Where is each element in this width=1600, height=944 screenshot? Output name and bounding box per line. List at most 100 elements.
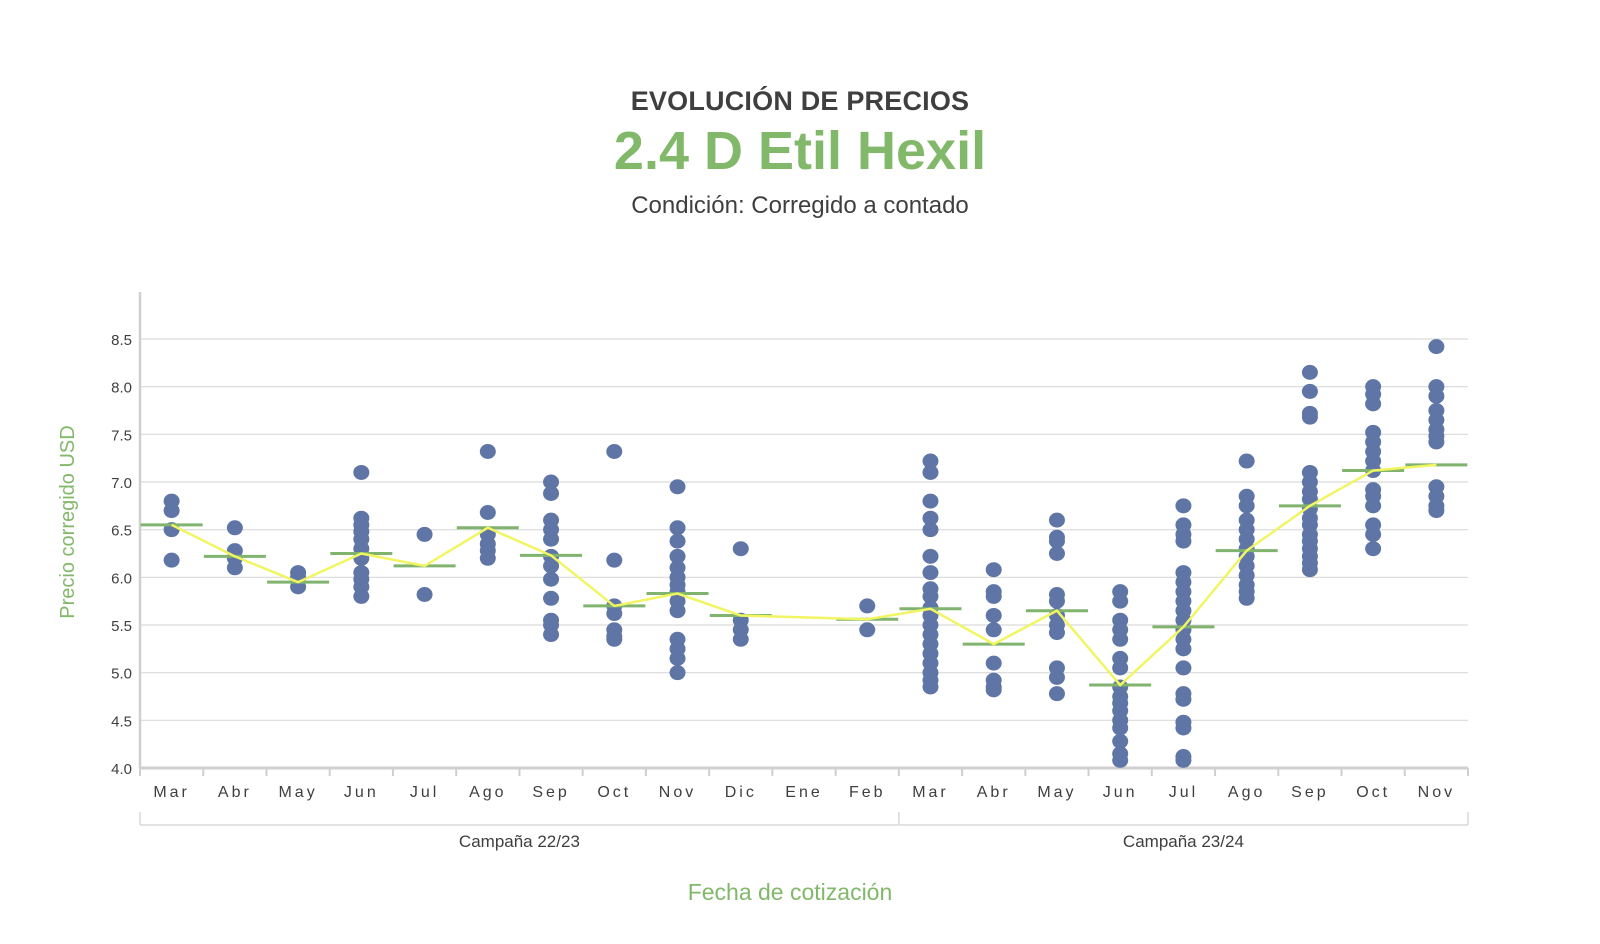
price-point [1238,453,1255,469]
y-tick-label: 6.0 [111,570,132,587]
price-point [353,588,370,604]
price-point [543,558,560,574]
x-tick-label: Oct [597,784,631,801]
price-point [1428,434,1445,450]
group-label: Campaña 23/24 [1123,832,1244,851]
price-point [1238,590,1255,606]
price-point [1112,631,1129,647]
price-point [1301,562,1318,578]
price-point [1365,498,1382,514]
group-label: Campaña 22/23 [459,832,580,851]
x-tick-label: Nov [1418,784,1455,801]
price-point [1112,593,1129,609]
price-point [1175,533,1192,549]
price-point [1112,752,1129,768]
price-point [543,571,560,587]
price-point [1428,339,1445,355]
x-tick-label: Sep [1291,784,1328,801]
price-point [543,627,560,643]
y-tick-label: 6.5 [111,523,132,540]
x-tick-label: Jul [1169,784,1198,801]
price-point [479,550,496,566]
price-point [922,453,939,469]
price-point [922,464,939,480]
x-tick-label: Abr [218,784,252,801]
price-point [922,510,939,526]
price-point [985,588,1002,604]
price-point [353,464,370,480]
price-point [543,590,560,606]
price-point [1175,498,1192,514]
y-axis-title: Precio corregido USD [57,425,79,618]
price-point [1175,720,1192,736]
price-point [543,474,560,490]
y-tick-label: 4.5 [111,713,132,730]
y-tick-label: 5.5 [111,618,132,635]
price-point [985,682,1002,698]
chart-supertitle: EVOLUCIÓN DE PRECIOS [630,86,970,116]
price-point [1301,409,1318,425]
price-point [1048,686,1065,702]
price-point [732,541,749,557]
price-point [922,565,939,581]
price-point [859,598,876,614]
x-tick-label: Ago [469,784,506,801]
price-point [606,443,623,459]
x-tick-label: Ene [785,784,822,801]
x-tick-label: Nov [659,784,696,801]
x-tick-label: Jul [410,784,439,801]
price-point [922,548,939,564]
price-point [1112,660,1129,676]
y-tick-label: 5.0 [111,666,132,683]
price-point [985,607,1002,623]
price-point [416,586,433,602]
price-point [732,631,749,647]
y-tick-label: 7.5 [111,427,132,444]
price-point [1048,669,1065,685]
y-tick-label: 7.0 [111,475,132,492]
chart-title: 2.4 D Etil Hexil [613,121,987,181]
price-point [1175,752,1192,768]
price-point [669,479,686,495]
price-point [1365,396,1382,412]
trend-line [171,463,1437,687]
price-point [479,443,496,459]
price-point [922,679,939,695]
price-point [226,560,243,576]
price-point [1301,383,1318,399]
x-axis-title: Fecha de cotización [688,879,893,905]
price-point [1048,533,1065,549]
price-point [1048,512,1065,528]
price-point [1365,541,1382,557]
x-tick-label: Abr [977,784,1011,801]
price-point [1048,593,1065,609]
price-point [606,606,623,622]
x-tick-label: Feb [849,784,886,801]
price-point [1112,733,1129,749]
price-point [669,665,686,681]
x-tick-label: Ago [1228,784,1265,801]
x-tick-label: Dic [725,784,757,801]
price-point [1048,546,1065,561]
price-point [1175,691,1192,707]
chart-subtitle: Condición: Corregido a contado [631,192,969,219]
price-point [606,552,623,568]
price-point [922,522,939,538]
price-point [985,655,1002,671]
price-point [859,622,876,638]
price-point [1238,498,1255,514]
price-point [669,650,686,666]
price-point [1301,364,1318,380]
x-tick-label: Oct [1356,784,1390,801]
x-tick-label: Jun [1103,784,1138,801]
x-tick-label: May [278,784,317,801]
price-point [669,603,686,619]
price-point [669,533,686,549]
price-point [606,631,623,647]
price-point [1048,625,1065,641]
y-tick-label: 4.0 [111,761,132,778]
price-point [1428,388,1445,404]
price-point [922,588,939,604]
x-tick-label: Sep [532,784,569,801]
